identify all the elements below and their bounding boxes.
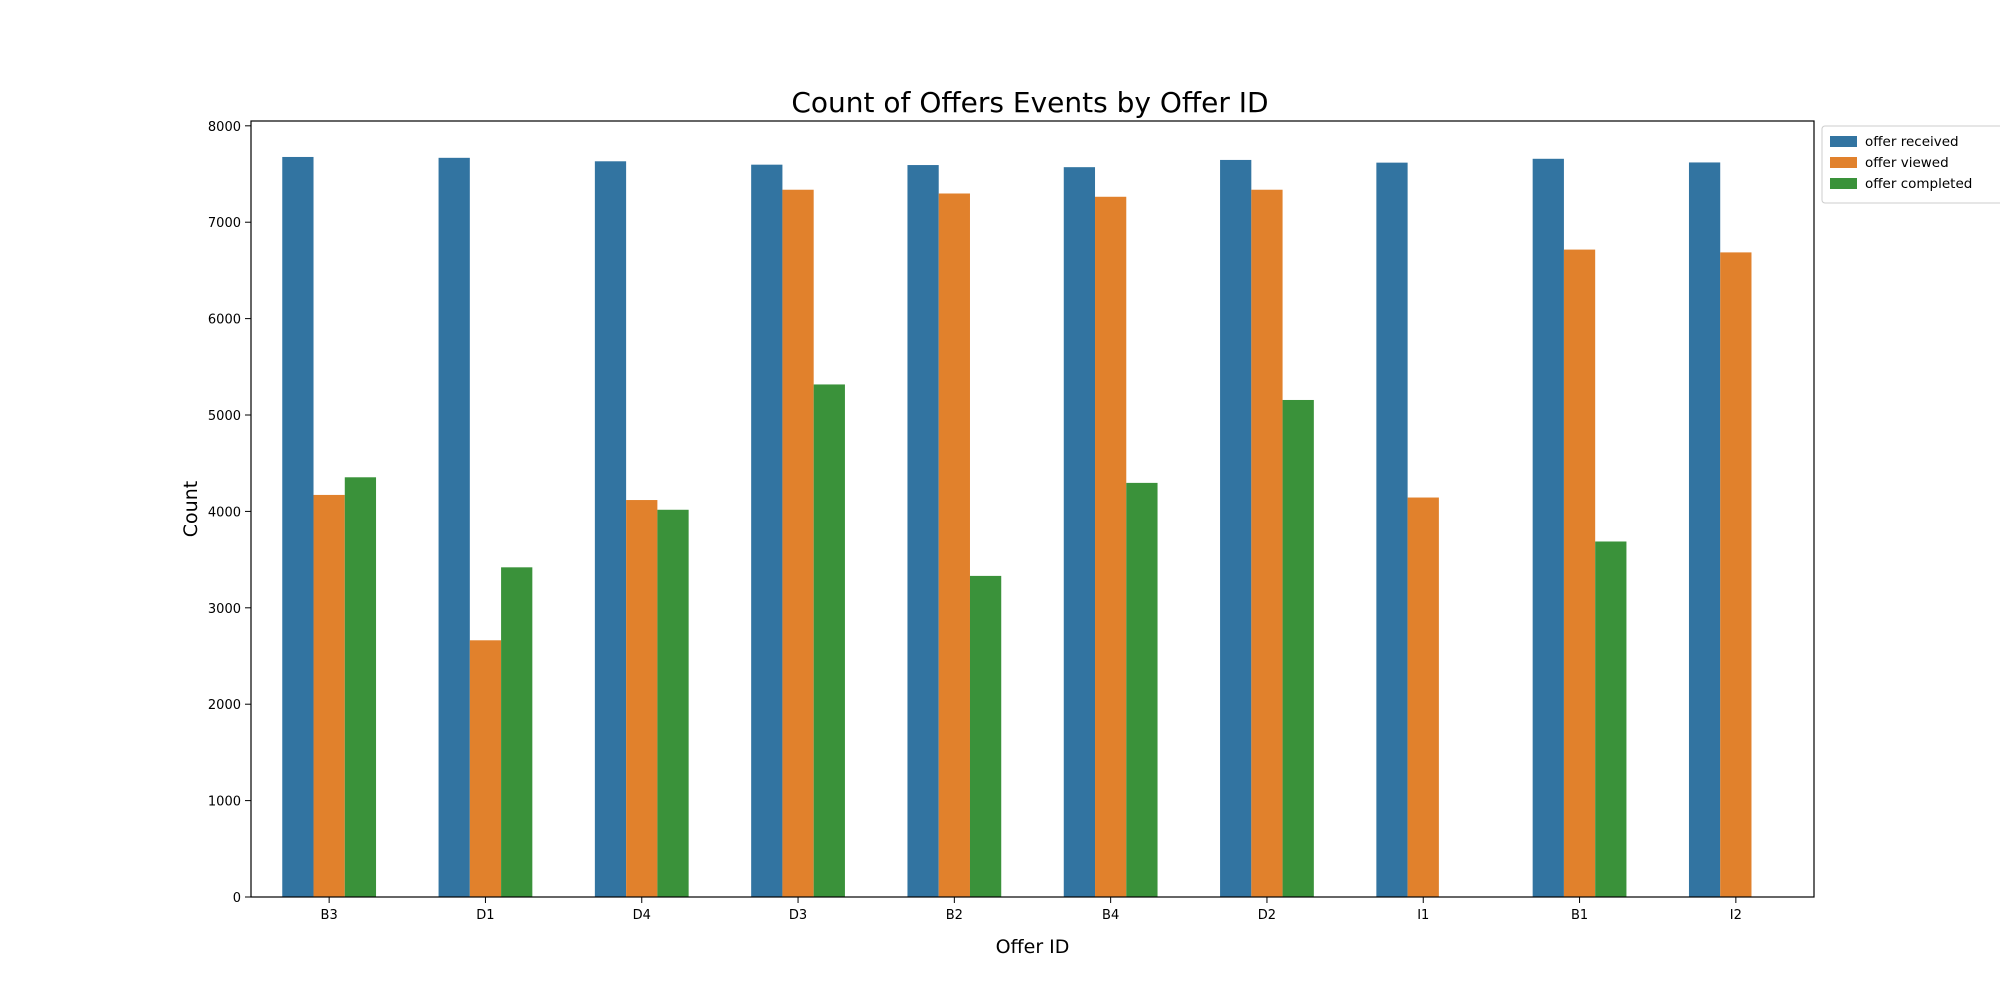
- bar-offer-received-i1: [1376, 162, 1408, 897]
- y-tick-label: 2000: [208, 698, 241, 713]
- bar-offer-viewed-b2: [938, 193, 970, 898]
- y-tick-label: 5000: [208, 409, 241, 424]
- bar-offer-viewed-d3: [782, 189, 814, 898]
- bar-offer-completed-d1: [501, 567, 533, 897]
- bar-offer-completed-b1: [1595, 541, 1627, 897]
- y-tick-label: 7000: [208, 216, 241, 231]
- bar-offer-viewed-i2: [1720, 252, 1752, 897]
- y-tick-label: 1000: [208, 795, 241, 810]
- x-tick-label: D2: [1258, 908, 1276, 923]
- legend-label: offer viewed: [1865, 155, 1949, 171]
- legend-swatch: [1830, 178, 1857, 189]
- x-tick-label: B2: [946, 908, 963, 923]
- x-tick-label: B1: [1571, 908, 1588, 923]
- legend-label: offer received: [1865, 134, 1959, 150]
- bar-offer-viewed-b1: [1563, 249, 1596, 898]
- x-tick-label: I1: [1417, 908, 1429, 923]
- y-tick-label: 8000: [208, 120, 241, 135]
- x-tick-label: D1: [476, 908, 494, 923]
- bar-offer-received-d4: [594, 161, 627, 898]
- legend-box: [1821, 125, 2000, 204]
- x-tick-label: B4: [1102, 908, 1119, 923]
- bar-offer-completed-b3: [344, 477, 377, 897]
- bar-offer-viewed-d1: [469, 640, 502, 897]
- legend-label: offer completed: [1865, 176, 1972, 192]
- bar-offer-viewed-b4: [1095, 196, 1127, 897]
- y-tick-label: 3000: [208, 602, 241, 617]
- bar-offer-received-b4: [1063, 167, 1096, 898]
- bar-offer-received-b3: [282, 156, 314, 897]
- x-tick-label: D4: [633, 908, 651, 923]
- chart-title: Count of Offers Events by Offer ID: [791, 86, 1268, 119]
- bar-offer-completed-d2: [1282, 399, 1314, 897]
- y-axis-title: Count: [180, 481, 202, 537]
- bar-offer-viewed-b3: [313, 494, 345, 897]
- y-tick-label: 0: [233, 891, 241, 906]
- x-axis: B3 D1 D4 D3 B2 B4 D2 I1 B1 I2: [321, 897, 1742, 923]
- bar-offer-completed-b2: [969, 575, 1002, 897]
- bar-offer-viewed-i1: [1407, 497, 1439, 897]
- bar-offer-completed-b4: [1126, 482, 1158, 897]
- x-tick-label: I2: [1730, 908, 1742, 923]
- bar-offer-received-d1: [438, 157, 470, 897]
- legend: offer received offer viewed offer complete…: [1821, 125, 2000, 204]
- y-tick-label: 4000: [208, 505, 241, 520]
- y-tick-label: 6000: [208, 313, 241, 328]
- legend-swatch: [1830, 136, 1857, 147]
- bar-group: [282, 156, 1752, 898]
- bar-offer-received-d3: [751, 164, 783, 898]
- bar-offer-received-b1: [1532, 158, 1564, 898]
- legend-swatch: [1830, 157, 1857, 168]
- bar-offer-received-i2: [1688, 162, 1721, 897]
- bar-offer-received-b2: [907, 165, 939, 898]
- x-tick-label: B3: [321, 908, 338, 923]
- bar-offer-viewed-d2: [1251, 189, 1283, 898]
- plot-frame: [250, 120, 1815, 898]
- x-axis-title: Offer ID: [996, 936, 1070, 958]
- bar-offer-viewed-d4: [626, 500, 658, 897]
- bar-offer-received-d2: [1220, 159, 1252, 897]
- x-tick-label: D3: [789, 908, 807, 923]
- y-axis: 0 1000 2000 3000 4000 5000 6000 7000 8000: [208, 120, 251, 906]
- bar-offer-completed-d4: [657, 509, 689, 897]
- bar-offer-completed-d3: [813, 384, 845, 897]
